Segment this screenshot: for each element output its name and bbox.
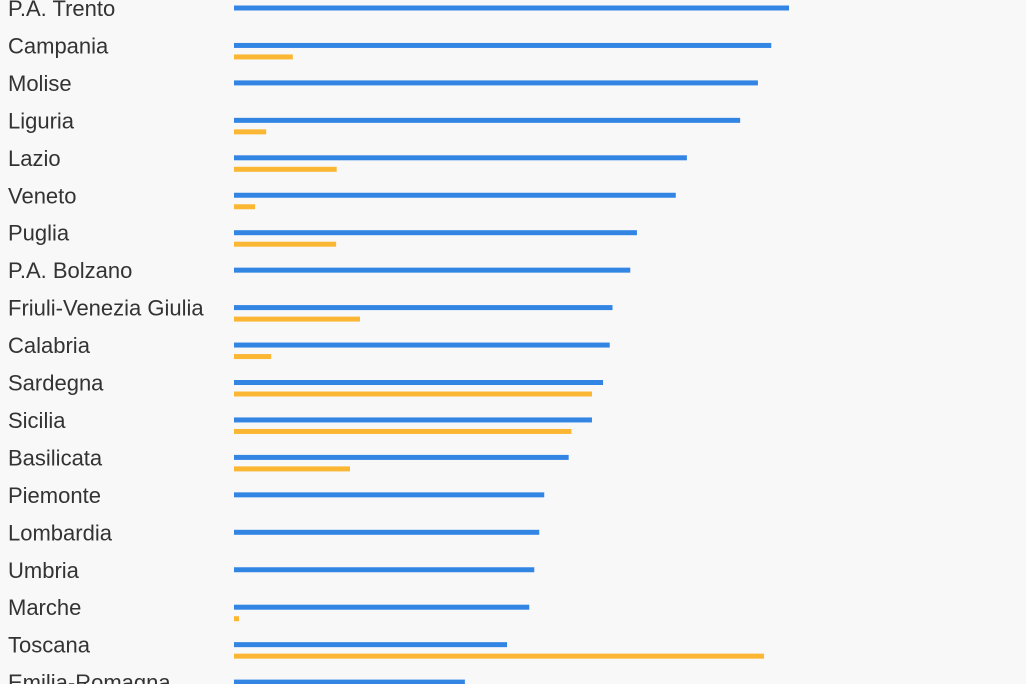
bar-secondary bbox=[234, 466, 350, 472]
category-label: P.A. Bolzano bbox=[8, 258, 132, 283]
bar-primary bbox=[234, 417, 592, 423]
category-label: Molise bbox=[8, 71, 72, 96]
bar-primary bbox=[234, 42, 772, 48]
bar-secondary bbox=[234, 354, 272, 360]
bar-primary bbox=[234, 80, 758, 86]
category-label: Lombardia bbox=[8, 520, 113, 545]
bar-secondary bbox=[234, 616, 239, 622]
category-label: Liguria bbox=[8, 108, 75, 133]
bar-secondary bbox=[234, 129, 267, 135]
bar-secondary bbox=[234, 204, 256, 210]
category-label: Lazio bbox=[8, 146, 61, 171]
category-labels: P.A. Trento Campania Molise Liguria Lazio Ven… bbox=[8, 0, 204, 684]
bar-secondary bbox=[234, 241, 337, 247]
category-label: Sardegna bbox=[8, 371, 104, 396]
bar-primary bbox=[234, 454, 569, 460]
bar-primary bbox=[234, 342, 610, 348]
bar-primary bbox=[234, 155, 687, 161]
bars bbox=[234, 5, 789, 684]
bar-primary bbox=[234, 679, 465, 684]
bar-primary bbox=[234, 192, 676, 198]
bar-primary bbox=[234, 305, 613, 311]
category-label: Veneto bbox=[8, 183, 77, 208]
category-label: Campania bbox=[8, 33, 109, 58]
category-label: P.A. Trento bbox=[8, 0, 115, 21]
bar-primary bbox=[234, 267, 631, 273]
bar-primary bbox=[234, 604, 530, 610]
category-label: Friuli-Venezia Giulia bbox=[8, 296, 204, 321]
bar-secondary bbox=[234, 428, 572, 434]
bar-secondary bbox=[234, 166, 337, 172]
bar-primary bbox=[234, 117, 741, 123]
category-label: Sicilia bbox=[8, 408, 66, 433]
bar-secondary bbox=[234, 54, 293, 60]
bar-primary bbox=[234, 5, 789, 11]
bar-secondary bbox=[234, 391, 592, 397]
category-label: Toscana bbox=[8, 633, 91, 658]
category-label: Calabria bbox=[8, 333, 91, 358]
bar-secondary bbox=[234, 316, 360, 322]
category-label: Piemonte bbox=[8, 483, 101, 508]
bar-primary bbox=[234, 380, 604, 385]
bar-secondary bbox=[234, 653, 765, 659]
category-label: Umbria bbox=[8, 558, 80, 583]
bar-primary bbox=[234, 529, 540, 535]
category-label: Marche bbox=[8, 595, 81, 620]
bar-primary bbox=[234, 492, 545, 498]
bar-primary bbox=[234, 567, 535, 573]
category-label: Emilia-Romagna bbox=[8, 670, 171, 684]
category-label: Basilicata bbox=[8, 445, 103, 470]
bar-primary bbox=[234, 230, 637, 236]
category-label: Puglia bbox=[8, 221, 70, 246]
bar-primary bbox=[234, 642, 508, 648]
